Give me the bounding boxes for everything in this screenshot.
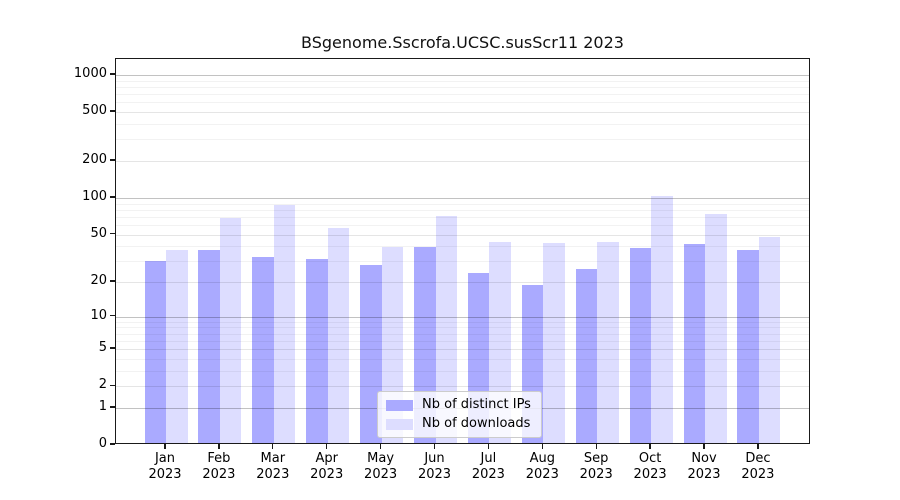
x-tick-label-nov: Nov 2023 xyxy=(687,451,721,482)
chart-title: BSgenome.Sscrofa.UCSC.susScr11 2023 xyxy=(301,33,624,52)
y-tick-mark xyxy=(110,196,115,198)
y-tick-label-1: 1 xyxy=(98,398,107,414)
legend-item-distinct-ips: Nb of distinct IPs xyxy=(386,398,531,412)
x-tick-mark xyxy=(326,444,328,449)
y-tick-label-200: 200 xyxy=(82,152,107,167)
x-tick-mark xyxy=(218,444,220,449)
bar-downloads-aug xyxy=(543,242,565,443)
x-tick-mark xyxy=(649,444,651,449)
gridline-600 xyxy=(116,102,809,104)
bar-downloads-jun xyxy=(435,216,457,443)
y-tick-label-2: 2 xyxy=(98,377,107,393)
bar-downloads-jan xyxy=(166,249,188,443)
x-tick-mark xyxy=(703,444,705,449)
x-tick-label-dec: Dec 2023 xyxy=(741,451,775,482)
bar-downloads-apr xyxy=(327,228,350,443)
legend-label-downloads: Nb of downloads xyxy=(422,416,531,431)
bar-downloads-nov xyxy=(705,214,727,443)
bar-distinct-ips-may xyxy=(360,264,382,443)
gridline-200 xyxy=(116,161,809,162)
y-tick-mark xyxy=(110,384,115,386)
legend: Nb of distinct IPs Nb of downloads xyxy=(377,391,542,438)
x-tick-label-oct: Oct 2023 xyxy=(633,451,667,482)
bar-distinct-ips-nov xyxy=(683,244,705,443)
gridline-100 xyxy=(116,197,809,199)
gridline-90 xyxy=(116,203,809,205)
gridline-800 xyxy=(116,87,809,88)
legend-item-downloads: Nb of downloads xyxy=(386,417,531,431)
x-tick-mark xyxy=(757,444,759,449)
x-tick-label-feb: Feb 2023 xyxy=(202,451,236,482)
gridline-500 xyxy=(116,112,809,114)
y-tick-mark xyxy=(110,110,115,112)
x-tick-label-jun: Jun 2023 xyxy=(417,451,452,482)
x-tick-mark xyxy=(541,444,543,449)
y-tick-mark xyxy=(110,232,115,235)
bar-distinct-ips-feb xyxy=(198,249,220,443)
x-tick-label-apr: Apr 2023 xyxy=(310,451,344,482)
x-tick-label-aug: Aug 2023 xyxy=(525,451,559,482)
y-tick-mark xyxy=(110,406,115,408)
y-tick-mark xyxy=(110,347,115,349)
y-tick-label-1000: 1000 xyxy=(73,66,107,81)
y-tick-label-0: 0 xyxy=(98,436,107,451)
y-tick-label-5: 5 xyxy=(98,340,107,356)
gridline-1000 xyxy=(116,75,809,76)
bar-downloads-oct xyxy=(651,195,673,443)
x-tick-label-jan: Jan 2023 xyxy=(148,451,182,482)
x-tick-mark xyxy=(487,444,490,449)
bar-distinct-ips-mar xyxy=(252,257,274,443)
bar-downloads-mar xyxy=(273,204,296,443)
x-tick-mark xyxy=(433,444,436,449)
y-tick-label-50: 50 xyxy=(90,225,107,241)
bar-distinct-ips-apr xyxy=(306,259,328,443)
y-tick-label-10: 10 xyxy=(90,307,107,323)
x-tick-label-mar: Mar 2023 xyxy=(256,451,290,482)
legend-swatch-distinct-ips xyxy=(386,399,413,411)
y-tick-mark xyxy=(110,159,115,161)
bar-distinct-ips-jan xyxy=(144,260,166,443)
y-tick-label-500: 500 xyxy=(82,103,107,119)
x-tick-label-sep: Sep 2023 xyxy=(579,451,613,482)
bar-downloads-sep xyxy=(597,241,619,443)
x-tick-label-may: May 2023 xyxy=(364,451,398,482)
bar-distinct-ips-oct xyxy=(629,248,652,443)
legend-label-distinct-ips: Nb of distinct IPs xyxy=(422,397,531,412)
y-tick-mark xyxy=(110,280,115,282)
bar-downloads-dec xyxy=(758,236,781,443)
y-tick-mark xyxy=(110,443,115,445)
gridline-700 xyxy=(116,94,809,96)
bar-downloads-feb xyxy=(219,217,242,443)
bar-distinct-ips-dec xyxy=(737,249,759,443)
x-tick-mark xyxy=(164,444,166,449)
plot-area xyxy=(115,58,810,444)
y-tick-mark xyxy=(110,73,115,75)
y-tick-mark xyxy=(110,314,115,317)
x-tick-label-jul: Jul 2023 xyxy=(471,451,505,482)
bar-distinct-ips-sep xyxy=(575,268,598,443)
x-tick-mark xyxy=(272,444,274,449)
legend-swatch-downloads xyxy=(386,418,413,430)
gridline-80 xyxy=(116,209,809,211)
gridline-900 xyxy=(116,80,809,82)
x-tick-mark xyxy=(595,444,597,449)
x-tick-mark xyxy=(379,444,382,449)
gridline-400 xyxy=(116,124,809,125)
y-tick-label-100: 100 xyxy=(82,188,107,204)
y-tick-label-20: 20 xyxy=(90,273,107,288)
gridline-300 xyxy=(116,139,809,141)
